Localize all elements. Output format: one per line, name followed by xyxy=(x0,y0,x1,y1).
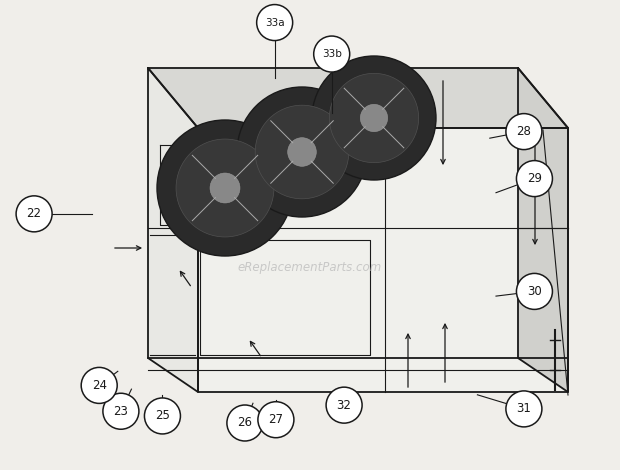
Circle shape xyxy=(360,104,388,132)
Text: 22: 22 xyxy=(27,207,42,220)
Circle shape xyxy=(210,173,240,203)
Text: 32: 32 xyxy=(337,399,352,412)
Text: 25: 25 xyxy=(155,409,170,423)
Circle shape xyxy=(176,139,274,237)
Text: 28: 28 xyxy=(516,125,531,138)
Polygon shape xyxy=(518,68,568,392)
Circle shape xyxy=(255,105,349,199)
Circle shape xyxy=(16,196,52,232)
Circle shape xyxy=(227,405,263,441)
Circle shape xyxy=(506,391,542,427)
Text: 31: 31 xyxy=(516,402,531,415)
Circle shape xyxy=(516,274,552,309)
Circle shape xyxy=(81,368,117,403)
Circle shape xyxy=(288,138,316,166)
Circle shape xyxy=(314,36,350,72)
Text: 24: 24 xyxy=(92,379,107,392)
Circle shape xyxy=(144,398,180,434)
Circle shape xyxy=(157,120,293,256)
Circle shape xyxy=(516,161,552,196)
Text: 33a: 33a xyxy=(265,17,285,28)
Circle shape xyxy=(257,5,293,40)
Circle shape xyxy=(258,402,294,438)
Text: 29: 29 xyxy=(527,172,542,185)
Circle shape xyxy=(326,387,362,423)
Text: 30: 30 xyxy=(527,285,542,298)
Circle shape xyxy=(312,56,436,180)
Polygon shape xyxy=(148,68,568,128)
Text: 23: 23 xyxy=(113,405,128,418)
Circle shape xyxy=(237,87,367,217)
Circle shape xyxy=(329,73,419,163)
Circle shape xyxy=(103,393,139,429)
Text: 27: 27 xyxy=(268,413,283,426)
Text: 33b: 33b xyxy=(322,49,342,59)
Polygon shape xyxy=(148,68,198,392)
Text: 26: 26 xyxy=(237,416,252,430)
Circle shape xyxy=(506,114,542,149)
Polygon shape xyxy=(198,128,568,392)
Text: eReplacementParts.com: eReplacementParts.com xyxy=(238,261,382,274)
